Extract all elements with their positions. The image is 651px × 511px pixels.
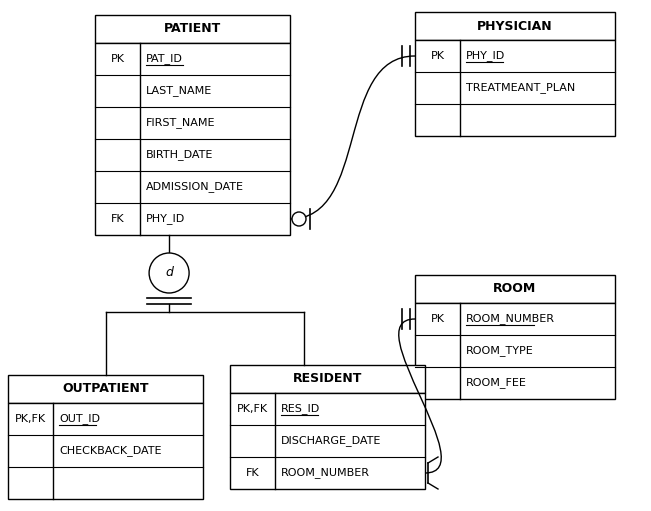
Text: PAT_ID: PAT_ID [146,54,183,64]
Text: PK,FK: PK,FK [237,404,268,414]
Circle shape [149,253,189,293]
Bar [8,403,203,499]
Text: BIRTH_DATE: BIRTH_DATE [146,150,214,160]
Bar [415,303,615,399]
Text: ADMISSION_DATE: ADMISSION_DATE [146,181,244,193]
Bar [8,375,203,403]
Bar [415,12,615,40]
Text: OUT_ID: OUT_ID [59,413,100,425]
Text: PK: PK [430,314,445,324]
Bar [95,43,290,235]
Text: ROOM_NUMBER: ROOM_NUMBER [466,314,555,324]
Bar [230,393,425,489]
Text: FK: FK [245,468,259,478]
Text: PHY_ID: PHY_ID [146,214,186,224]
Text: d: d [165,267,173,280]
Text: FK: FK [111,214,124,224]
Text: FIRST_NAME: FIRST_NAME [146,118,215,128]
Bar [415,40,615,136]
Text: RES_ID: RES_ID [281,404,320,414]
Text: ROOM_NUMBER: ROOM_NUMBER [281,468,370,478]
Text: RESIDENT: RESIDENT [293,373,362,385]
Text: PK: PK [430,51,445,61]
Text: PHY_ID: PHY_ID [466,51,505,61]
Text: ROOM_TYPE: ROOM_TYPE [466,345,534,357]
Text: LAST_NAME: LAST_NAME [146,85,212,97]
Text: PATIENT: PATIENT [164,22,221,35]
Circle shape [292,212,306,226]
Bar [230,365,425,393]
Text: CHECKBACK_DATE: CHECKBACK_DATE [59,446,161,456]
Text: DISCHARGE_DATE: DISCHARGE_DATE [281,435,381,447]
Text: OUTPATIENT: OUTPATIENT [62,383,148,396]
Text: PK: PK [111,54,124,64]
Text: ROOM_FEE: ROOM_FEE [466,378,527,388]
Text: PK,FK: PK,FK [15,414,46,424]
Text: ROOM: ROOM [493,283,536,295]
Text: PHYSICIAN: PHYSICIAN [477,19,553,33]
Text: TREATMEANT_PLAN: TREATMEANT_PLAN [466,83,575,94]
Bar [415,275,615,303]
Bar [95,15,290,43]
